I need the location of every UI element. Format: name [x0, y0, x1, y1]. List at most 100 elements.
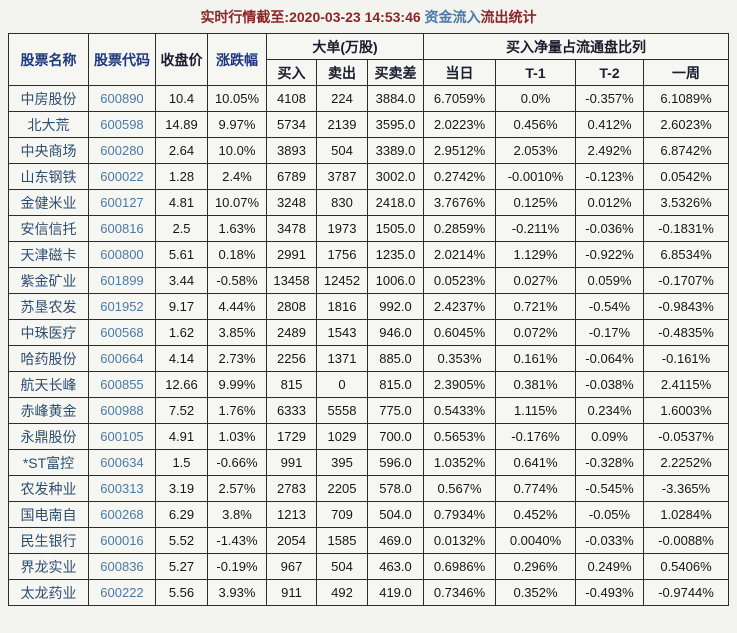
- close-price-cell: 7.52: [154, 397, 208, 424]
- table-row[interactable]: 永鼎股份 600105 4.91 1.03% 1729 1029 700.0 0.5653% -…: [7, 423, 730, 450]
- buy-sell-diff-cell: 3595.0: [366, 111, 425, 138]
- sell-volume-cell: 504: [315, 137, 368, 164]
- buy-sell-diff-cell: 1235.0: [366, 241, 425, 268]
- sell-volume-cell: 12452: [315, 267, 368, 294]
- today-ratio-cell: 2.0223%: [423, 111, 497, 138]
- table-row[interactable]: *ST富控 600634 1.5 -0.66% 991 395 596.0 1.0352% 0.…: [7, 449, 730, 476]
- stock-code-cell: 600800: [87, 241, 156, 268]
- week-ratio-cell: -0.161%: [643, 345, 730, 372]
- table-row[interactable]: 天津磁卡 600800 5.61 0.18% 2991 1756 1235.0 2.0214%…: [7, 241, 730, 268]
- t1-ratio-cell: 2.053%: [495, 137, 577, 164]
- week-ratio-cell: 2.4115%: [643, 371, 730, 398]
- buy-volume-cell: 815: [265, 371, 317, 398]
- change-pct-cell: 2.57%: [206, 475, 267, 502]
- table-row[interactable]: 哈药股份 600664 4.14 2.73% 2256 1371 885.0 0.353% 0.…: [7, 345, 730, 372]
- buy-sell-diff-cell: 946.0: [366, 319, 425, 346]
- table-row[interactable]: 安信信托 600816 2.5 1.63% 3478 1973 1505.0 0.2859% -…: [7, 215, 730, 242]
- sell-volume-cell: 830: [315, 189, 368, 216]
- change-pct-cell: 9.97%: [206, 111, 267, 138]
- stock-code-cell: 600568: [87, 319, 156, 346]
- t1-ratio-cell: 0.296%: [495, 553, 577, 580]
- t1-ratio-cell: 0.161%: [495, 345, 577, 372]
- sell-volume-cell: 5558: [315, 397, 368, 424]
- today-ratio-cell: 0.6045%: [423, 319, 497, 346]
- title-outflow-label: 流出统计: [480, 9, 537, 25]
- stock-code-cell: 600268: [87, 501, 156, 528]
- change-pct-cell: 10.0%: [206, 137, 267, 164]
- buy-volume-cell: 13458: [265, 267, 317, 294]
- week-ratio-cell: -0.1707%: [643, 267, 730, 294]
- stock-name-cell: 界龙实业: [7, 553, 89, 580]
- header-sell: 卖出: [315, 59, 368, 86]
- stock-name-cell: 中央商场: [7, 137, 89, 164]
- buy-volume-cell: 2489: [265, 319, 317, 346]
- table-row[interactable]: 农发种业 600313 3.19 2.57% 2783 2205 578.0 0.567% 0.…: [7, 475, 730, 502]
- sell-volume-cell: 1816: [315, 293, 368, 320]
- sell-volume-cell: 1973: [315, 215, 368, 242]
- close-price-cell: 4.14: [154, 345, 208, 372]
- t2-ratio-cell: 0.249%: [575, 553, 645, 580]
- buy-volume-cell: 1213: [265, 501, 317, 528]
- change-pct-cell: -0.58%: [206, 267, 267, 294]
- sell-volume-cell: 709: [315, 501, 368, 528]
- t1-ratio-cell: 0.721%: [495, 293, 577, 320]
- sell-volume-cell: 492: [315, 579, 368, 606]
- table-row[interactable]: 中珠医疗 600568 1.62 3.85% 2489 1543 946.0 0.6045% 0…: [7, 319, 730, 346]
- close-price-cell: 9.17: [154, 293, 208, 320]
- today-ratio-cell: 2.4237%: [423, 293, 497, 320]
- today-ratio-cell: 0.6986%: [423, 553, 497, 580]
- close-price-cell: 3.19: [154, 475, 208, 502]
- stock-name-cell: 国电南自: [7, 501, 89, 528]
- t2-ratio-cell: -0.328%: [575, 449, 645, 476]
- stock-name-cell: 民生银行: [7, 527, 89, 554]
- t1-ratio-cell: 0.381%: [495, 371, 577, 398]
- buy-sell-diff-cell: 596.0: [366, 449, 425, 476]
- t2-ratio-cell: 0.09%: [575, 423, 645, 450]
- buy-sell-diff-cell: 1006.0: [366, 267, 425, 294]
- today-ratio-cell: 2.9512%: [423, 137, 497, 164]
- table-row[interactable]: 界龙实业 600836 5.27 -0.19% 967 504 463.0 0.6986% 0.…: [7, 553, 730, 580]
- sell-volume-cell: 1585: [315, 527, 368, 554]
- buy-volume-cell: 2808: [265, 293, 317, 320]
- stock-name-cell: 永鼎股份: [7, 423, 89, 450]
- t2-ratio-cell: -0.54%: [575, 293, 645, 320]
- close-price-cell: 1.28: [154, 163, 208, 190]
- week-ratio-cell: -0.9744%: [643, 579, 730, 606]
- table-row[interactable]: 航天长峰 600855 12.66 9.99% 815 0 815.0 2.3905% 0.38…: [7, 371, 730, 398]
- buy-volume-cell: 967: [265, 553, 317, 580]
- table-row[interactable]: 民生银行 600016 5.52 -1.43% 2054 1585 469.0 0.0132%…: [7, 527, 730, 554]
- stock-code-cell: 601952: [87, 293, 156, 320]
- today-ratio-cell: 0.2859%: [423, 215, 497, 242]
- buy-volume-cell: 6789: [265, 163, 317, 190]
- buy-sell-diff-cell: 3002.0: [366, 163, 425, 190]
- table-row[interactable]: 中央商场 600280 2.64 10.0% 3893 504 3389.0 2.9512% 2…: [7, 137, 730, 164]
- sell-volume-cell: 0: [315, 371, 368, 398]
- page-title: 实时行情截至:2020-03-23 14:53:46 资金流入流出统计: [0, 0, 737, 27]
- table-row[interactable]: 金健米业 600127 4.81 10.07% 3248 830 2418.0 3.7676%…: [7, 189, 730, 216]
- table-row[interactable]: 苏垦农发 601952 9.17 4.44% 2808 1816 992.0 2.4237% 0…: [7, 293, 730, 320]
- table-row[interactable]: 紫金矿业 601899 3.44 -0.58% 13458 12452 1006.0 0.05…: [7, 267, 730, 294]
- change-pct-cell: 4.44%: [206, 293, 267, 320]
- stock-name-cell: 哈药股份: [7, 345, 89, 372]
- table-row[interactable]: 赤峰黄金 600988 7.52 1.76% 6333 5558 775.0 0.5433% 1…: [7, 397, 730, 424]
- close-price-cell: 4.81: [154, 189, 208, 216]
- change-pct-cell: 0.18%: [206, 241, 267, 268]
- buy-sell-diff-cell: 992.0: [366, 293, 425, 320]
- buy-volume-cell: 2054: [265, 527, 317, 554]
- close-price-cell: 14.89: [154, 111, 208, 138]
- week-ratio-cell: -0.1831%: [643, 215, 730, 242]
- today-ratio-cell: 6.7059%: [423, 85, 497, 112]
- table-row[interactable]: 山东钢铁 600022 1.28 2.4% 6789 3787 3002.0 0.2742% -…: [7, 163, 730, 190]
- table-row[interactable]: 中房股份 600890 10.4 10.05% 4108 224 3884.0 6.7059%…: [7, 85, 730, 112]
- buy-sell-diff-cell: 815.0: [366, 371, 425, 398]
- stock-code-cell: 600634: [87, 449, 156, 476]
- table-row[interactable]: 国电南自 600268 6.29 3.8% 1213 709 504.0 0.7934% 0.4…: [7, 501, 730, 528]
- t2-ratio-cell: 0.412%: [575, 111, 645, 138]
- sell-volume-cell: 2205: [315, 475, 368, 502]
- change-pct-cell: 2.73%: [206, 345, 267, 372]
- close-price-cell: 10.4: [154, 85, 208, 112]
- table-row[interactable]: 太龙药业 600222 5.56 3.93% 911 492 419.0 0.7346% 0.3…: [7, 579, 730, 606]
- t2-ratio-cell: -0.17%: [575, 319, 645, 346]
- table-row[interactable]: 北大荒 600598 14.89 9.97% 5734 2139 3595.0 2.0223%…: [7, 111, 730, 138]
- t2-ratio-cell: -0.05%: [575, 501, 645, 528]
